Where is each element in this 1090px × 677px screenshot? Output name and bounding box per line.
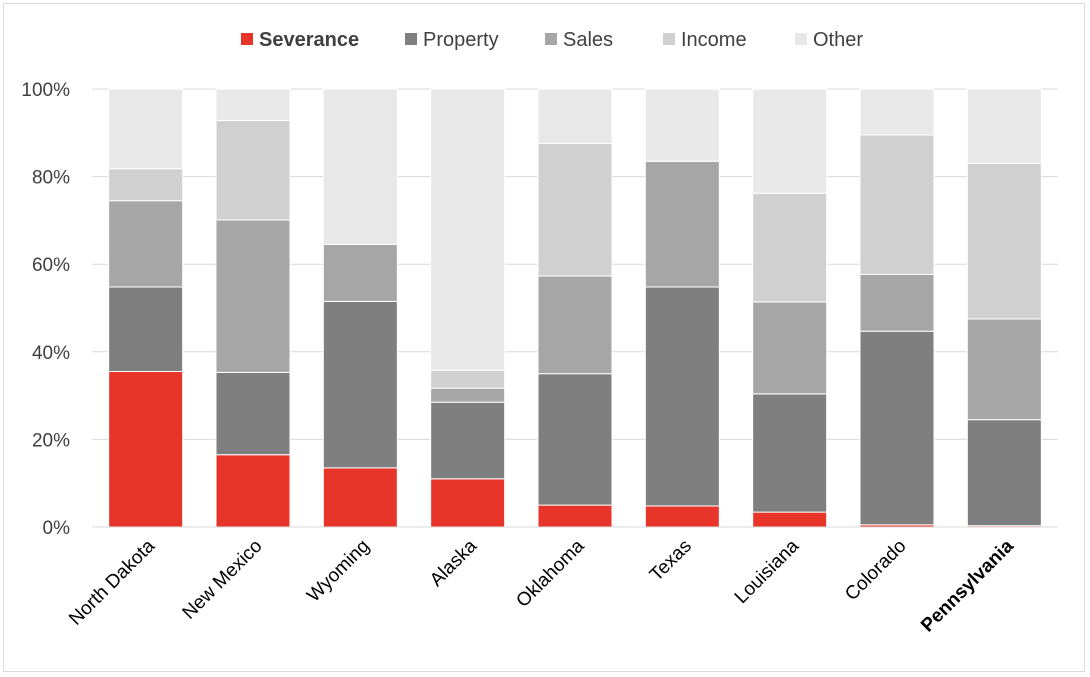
legend: Severance Property Sales Income Other bbox=[241, 29, 863, 51]
bar-new-mexico-other bbox=[215, 88, 291, 122]
bar-oklahoma-other bbox=[537, 88, 613, 144]
y-tick-label: 20% bbox=[32, 430, 70, 451]
x-tick-label-wyoming: Wyoming bbox=[303, 536, 374, 607]
legend-label-other: Other bbox=[813, 29, 863, 51]
y-tick-label: 40% bbox=[32, 343, 70, 364]
bar-colorado-income bbox=[859, 134, 935, 275]
bar-wyoming-severance bbox=[322, 467, 398, 528]
bar-oklahoma-severance bbox=[537, 504, 613, 528]
bar-north-dakota-income bbox=[108, 168, 184, 202]
y-tick-label: 100% bbox=[21, 80, 70, 101]
bar-texas-other bbox=[644, 88, 720, 162]
legend-label-property: Property bbox=[423, 29, 499, 51]
bar-new-mexico-severance bbox=[215, 454, 291, 528]
bar-north-dakota-property bbox=[108, 286, 184, 373]
legend-swatch-sales bbox=[545, 33, 557, 45]
bar-texas-sales bbox=[644, 160, 720, 288]
y-tick-label: 0% bbox=[43, 518, 71, 539]
bar-alaska-income bbox=[430, 369, 506, 389]
bar-pennsylvania-other bbox=[966, 88, 1042, 164]
bar-wyoming-sales bbox=[322, 243, 398, 302]
bar-texas-severance bbox=[644, 505, 720, 528]
bar-alaska-other bbox=[430, 88, 506, 371]
x-tick-label-texas: Texas bbox=[646, 536, 696, 586]
bar-texas-property bbox=[644, 286, 720, 507]
bar-alaska-severance bbox=[430, 478, 506, 528]
bar-alaska-property bbox=[430, 401, 506, 480]
y-tick-label: 60% bbox=[32, 255, 70, 276]
bar-alaska-sales bbox=[430, 387, 506, 403]
bar-pennsylvania-property bbox=[966, 419, 1042, 527]
legend-label-severance: Severance bbox=[259, 29, 359, 51]
bar-colorado-sales bbox=[859, 273, 935, 332]
bar-wyoming-other bbox=[322, 88, 398, 245]
bar-north-dakota-other bbox=[108, 88, 184, 170]
bar-wyoming-property bbox=[322, 300, 398, 469]
bars bbox=[108, 88, 1042, 528]
y-tick-label: 80% bbox=[32, 168, 70, 189]
bar-pennsylvania-sales bbox=[966, 318, 1042, 421]
bar-oklahoma-property bbox=[537, 373, 613, 506]
legend-label-sales: Sales bbox=[563, 29, 613, 51]
x-tick-label-north-dakota: North Dakota bbox=[65, 535, 159, 629]
bar-louisiana-income bbox=[752, 192, 828, 303]
bar-pennsylvania-income bbox=[966, 162, 1042, 320]
legend-swatch-property bbox=[405, 33, 417, 45]
y-axis: 0% 20% 40% 60% 80% 100% bbox=[21, 80, 70, 539]
bar-louisiana-severance bbox=[752, 511, 828, 528]
bar-new-mexico-property bbox=[215, 371, 291, 456]
bar-oklahoma-sales bbox=[537, 275, 613, 375]
bar-new-mexico-income bbox=[215, 120, 291, 221]
bar-louisiana-other bbox=[752, 88, 828, 194]
bar-north-dakota-severance bbox=[108, 371, 184, 528]
bar-colorado-property bbox=[859, 330, 935, 526]
x-tick-label-alaska: Alaska bbox=[426, 535, 481, 590]
x-tick-label-colorado: Colorado bbox=[841, 536, 910, 605]
legend-swatch-severance bbox=[241, 33, 253, 45]
x-tick-label-oklahoma: Oklahoma bbox=[512, 535, 588, 611]
bar-north-dakota-sales bbox=[108, 200, 184, 288]
x-tick-label-new-mexico: New Mexico bbox=[179, 536, 267, 624]
bar-colorado-other bbox=[859, 88, 935, 136]
legend-label-income: Income bbox=[681, 29, 747, 51]
bar-new-mexico-sales bbox=[215, 219, 291, 373]
bar-louisiana-property bbox=[752, 393, 828, 513]
legend-swatch-other bbox=[795, 33, 807, 45]
x-axis: North Dakota New Mexico Wyoming Alaska Oklah… bbox=[65, 526, 1058, 636]
legend-swatch-income bbox=[663, 33, 675, 45]
x-tick-label-pennsylvania: Pennsylvania bbox=[917, 535, 1018, 636]
bar-louisiana-sales bbox=[752, 301, 828, 395]
bar-oklahoma-income bbox=[537, 142, 613, 277]
x-tick-label-louisiana: Louisiana bbox=[731, 535, 804, 608]
